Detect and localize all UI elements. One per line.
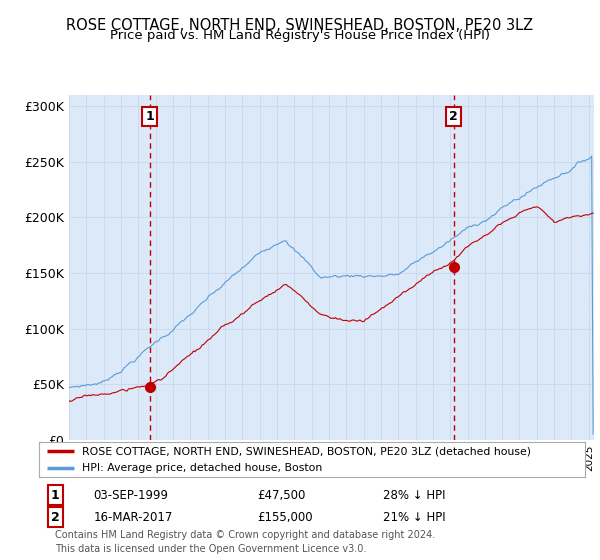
Text: 03-SEP-1999: 03-SEP-1999 — [94, 489, 169, 502]
Text: 2: 2 — [51, 511, 60, 524]
Text: £155,000: £155,000 — [257, 511, 313, 524]
Text: 2: 2 — [449, 110, 458, 123]
Text: ROSE COTTAGE, NORTH END, SWINESHEAD, BOSTON, PE20 3LZ: ROSE COTTAGE, NORTH END, SWINESHEAD, BOS… — [67, 18, 533, 33]
Text: 21% ↓ HPI: 21% ↓ HPI — [383, 511, 446, 524]
Text: Price paid vs. HM Land Registry's House Price Index (HPI): Price paid vs. HM Land Registry's House … — [110, 29, 490, 42]
Text: 16-MAR-2017: 16-MAR-2017 — [94, 511, 173, 524]
Text: ROSE COTTAGE, NORTH END, SWINESHEAD, BOSTON, PE20 3LZ (detached house): ROSE COTTAGE, NORTH END, SWINESHEAD, BOS… — [82, 446, 530, 456]
Text: HPI: Average price, detached house, Boston: HPI: Average price, detached house, Bost… — [82, 463, 322, 473]
Text: 28% ↓ HPI: 28% ↓ HPI — [383, 489, 445, 502]
Text: £47,500: £47,500 — [257, 489, 306, 502]
Text: 1: 1 — [146, 110, 154, 123]
Text: Contains HM Land Registry data © Crown copyright and database right 2024.
This d: Contains HM Land Registry data © Crown c… — [55, 530, 436, 554]
Text: 1: 1 — [51, 489, 60, 502]
